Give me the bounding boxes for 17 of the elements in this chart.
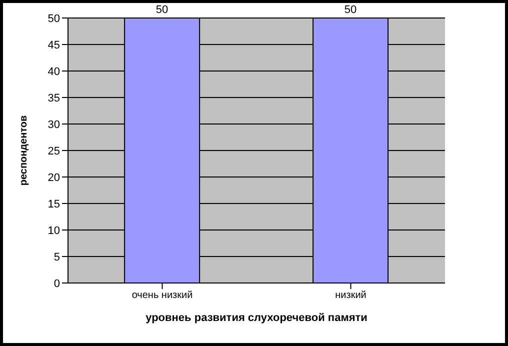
y-tick-label: 15 (48, 198, 60, 210)
data-label: 50 (344, 4, 357, 16)
y-axis-title: респондентов (18, 115, 30, 186)
y-tick-label: 35 (48, 92, 60, 104)
y-tick-label: 25 (48, 145, 60, 158)
x-tick-label: очень низкий (132, 290, 193, 302)
y-tick-label: 0 (54, 278, 60, 290)
y-tick-label: 40 (48, 66, 60, 78)
y-tick-label: 10 (48, 224, 60, 237)
y-tick-label: 50 (48, 12, 60, 25)
y-tick-label: 20 (48, 172, 60, 184)
x-tick-label: низкий (335, 290, 366, 302)
y-tick-label: 5 (54, 251, 60, 264)
y-tick-label: 30 (48, 118, 60, 131)
x-axis-title: уровнеь развития слухоречевой памяти (146, 312, 368, 324)
y-tick-label: 45 (48, 39, 60, 52)
data-label: 50 (156, 4, 168, 16)
